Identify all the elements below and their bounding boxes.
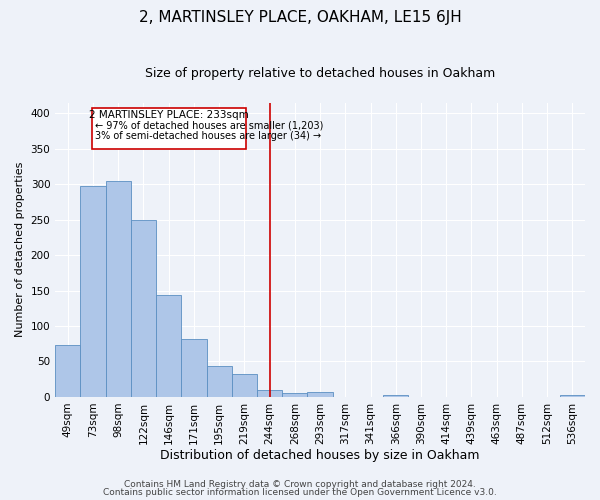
Bar (131, 220, 156, 397)
Bar (55, 345, 80, 397)
Bar (106, 182, 131, 397)
Text: Contains HM Land Registry data © Crown copyright and database right 2024.: Contains HM Land Registry data © Crown c… (124, 480, 476, 489)
Bar (80, 186, 106, 397)
Bar (181, 340, 206, 397)
Y-axis label: Number of detached properties: Number of detached properties (15, 162, 25, 338)
Bar (383, 395, 409, 397)
Bar (156, 295, 181, 397)
Text: Contains public sector information licensed under the Open Government Licence v3: Contains public sector information licen… (103, 488, 497, 497)
Text: 2, MARTINSLEY PLACE, OAKHAM, LE15 6JH: 2, MARTINSLEY PLACE, OAKHAM, LE15 6JH (139, 10, 461, 25)
Title: Size of property relative to detached houses in Oakham: Size of property relative to detached ho… (145, 68, 495, 80)
Bar (560, 395, 585, 397)
Bar (206, 366, 232, 397)
Text: ← 97% of detached houses are smaller (1,203): ← 97% of detached houses are smaller (1,… (95, 120, 323, 130)
Bar (307, 392, 332, 397)
X-axis label: Distribution of detached houses by size in Oakham: Distribution of detached houses by size … (160, 450, 480, 462)
FancyBboxPatch shape (92, 108, 245, 148)
Bar (232, 374, 257, 397)
Text: 2 MARTINSLEY PLACE: 233sqm: 2 MARTINSLEY PLACE: 233sqm (89, 110, 248, 120)
Text: 3% of semi-detached houses are larger (34) →: 3% of semi-detached houses are larger (3… (95, 132, 321, 141)
Bar (257, 390, 282, 397)
Bar (282, 394, 307, 397)
